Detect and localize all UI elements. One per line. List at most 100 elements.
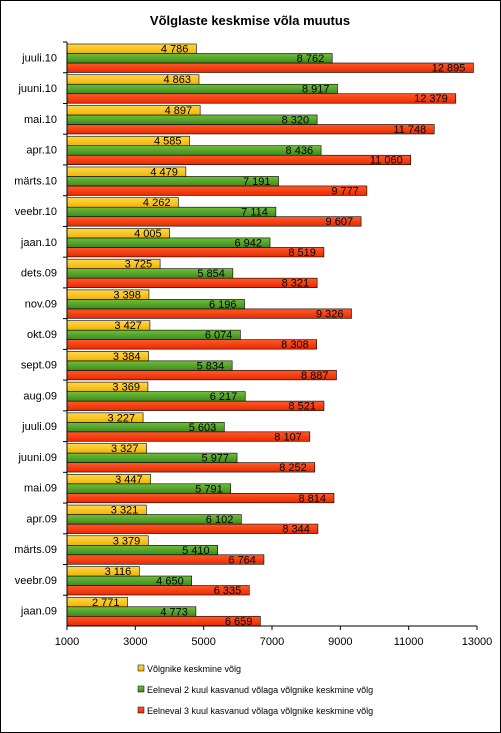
bar-red-juuni.10: [66, 93, 457, 104]
data-label-red-apr.09: 8 344: [282, 524, 310, 536]
y-tick-label-okt.09: okt.09: [27, 329, 57, 341]
y-tick-label-juuli.10: juuli.10: [21, 52, 57, 64]
y-tick-label-apr.09: apr.09: [26, 513, 57, 525]
data-label-green-veebr.09: 4 650: [156, 576, 184, 588]
data-label-yellow-veebr.10: 4 262: [143, 197, 171, 209]
data-label-red-märts.09: 6 764: [228, 554, 256, 566]
data-label-green-sept.09: 5 834: [197, 360, 225, 372]
data-label-red-apr.10: 11 060: [370, 155, 403, 167]
y-tick-label-jaan.09: jaan.09: [20, 606, 57, 618]
y-tick-label-juuli.09: juuli.09: [21, 421, 57, 433]
y-tick-label-nov.09: nov.09: [25, 298, 57, 310]
legend-swatch-red: [137, 706, 145, 714]
chart-title: Võlglaste keskmise võla muutus: [150, 13, 350, 28]
bar-red-mai.10: [66, 124, 435, 135]
data-label-yellow-okt.09: 3 427: [114, 320, 142, 332]
data-label-green-okt.09: 6 074: [205, 330, 233, 342]
bar-red-märts.10: [66, 185, 368, 196]
legend: Võlgnike keskmine võlg Eelneval 2 kuul ka…: [137, 664, 373, 716]
legend-swatch-green: [137, 685, 145, 693]
data-label-yellow-jaan.09: 2 771: [92, 597, 120, 609]
data-label-yellow-dets.09: 3 725: [125, 259, 153, 271]
data-label-red-mai.10: 11 748: [393, 124, 426, 136]
data-label-green-juuni.10: 8 917: [302, 84, 330, 96]
y-tick-label-jaan.10: jaan.10: [20, 237, 57, 249]
x-tick-label-7000: 7000: [260, 636, 284, 648]
x-tick-label-13000: 13000: [462, 636, 493, 648]
data-label-red-veebr.10: 9 607: [326, 216, 354, 228]
data-label-yellow-mai.10: 4 897: [165, 105, 193, 117]
data-label-yellow-nov.09: 3 398: [113, 289, 141, 301]
data-label-green-aug.09: 6 217: [210, 391, 238, 403]
y-tick-label-märts.10: märts.10: [14, 175, 57, 187]
data-label-red-aug.09: 8 521: [288, 401, 316, 413]
bar-red-veebr.10: [66, 216, 362, 227]
bar-red-dets.09: [66, 277, 318, 288]
data-label-red-märts.10: 9 777: [331, 185, 359, 197]
data-label-green-jaan.09: 4 773: [160, 606, 188, 618]
x-tick-label-11000: 11000: [394, 636, 424, 648]
data-label-green-veebr.10: 7 114: [241, 207, 268, 219]
legend-label-yellow: Võlgnike keskmine võlg: [147, 664, 241, 674]
data-label-red-juuni.10: 12 379: [414, 93, 448, 105]
legend-swatch-yellow: [137, 664, 145, 672]
data-label-green-nov.09: 6 196: [209, 299, 237, 311]
bar-red-jaan.10: [66, 247, 325, 258]
bar-green-juuli.10: [66, 53, 333, 64]
bar-red-juuni.09: [66, 462, 316, 473]
data-label-green-märts.09: 5 410: [182, 545, 210, 557]
plot-area: 6 659 4 773 2 771 jaan.09 6 335 4 650 3 116 vee…: [14, 41, 493, 648]
y-tick-label-aug.09: aug.09: [23, 390, 57, 402]
bar-red-juuli.10: [66, 62, 474, 73]
y-tick-label-sept.09: sept.09: [21, 360, 57, 372]
data-label-red-mai.09: 8 814: [298, 493, 326, 505]
data-label-red-juuli.09: 8 107: [274, 431, 302, 443]
y-tick-label-veebr.09: veebr.09: [15, 575, 57, 587]
x-tick-label-3000: 3000: [123, 636, 147, 648]
data-label-yellow-märts.09: 3 379: [113, 535, 141, 547]
data-label-red-jaan.10: 8 519: [288, 247, 316, 259]
data-label-red-jaan.09: 6 659: [225, 616, 253, 628]
data-label-green-dets.09: 5 854: [197, 268, 225, 280]
data-label-yellow-sept.09: 3 384: [113, 351, 141, 363]
data-label-yellow-aug.09: 3 369: [112, 382, 140, 394]
bar-red-okt.09: [66, 339, 317, 350]
data-label-red-juuni.09: 8 252: [279, 462, 307, 474]
data-label-yellow-apr.10: 4 585: [154, 136, 182, 148]
data-label-yellow-apr.09: 3 321: [111, 505, 139, 517]
x-tick-label-1000: 1000: [55, 636, 79, 648]
data-label-red-dets.09: 8 321: [282, 278, 310, 290]
data-label-red-okt.09: 8 308: [281, 339, 309, 351]
data-label-green-märts.10: 7 191: [243, 176, 271, 188]
data-label-green-apr.09: 6 102: [206, 514, 234, 526]
y-tick-label-märts.09: märts.09: [14, 544, 57, 556]
y-tick-label-juuni.09: juuni.09: [17, 452, 57, 464]
bar-green-juuni.10: [66, 83, 338, 95]
data-label-green-juuli.10: 8 762: [297, 53, 325, 65]
y-tick-label-mai.09: mai.09: [24, 483, 57, 495]
data-label-yellow-jaan.10: 4 005: [134, 228, 162, 240]
data-label-red-nov.09: 9 326: [316, 308, 344, 320]
y-tick-label-juuni.10: juuni.10: [17, 83, 57, 95]
data-label-yellow-mai.09: 3 447: [115, 474, 143, 486]
data-label-yellow-juuli.09: 3 227: [108, 412, 136, 424]
data-label-green-jaan.10: 6 942: [234, 237, 262, 249]
data-label-yellow-märts.10: 4 479: [150, 166, 178, 178]
data-label-yellow-juuli.10: 4 786: [161, 44, 189, 56]
data-label-green-apr.10: 8 436: [286, 145, 314, 157]
x-tick-label-9000: 9000: [328, 636, 352, 648]
y-tick-label-mai.10: mai.10: [24, 114, 57, 126]
bar-red-aug.09: [66, 400, 325, 411]
bar-red-apr.09: [66, 523, 319, 534]
data-label-red-sept.09: 8 887: [301, 370, 329, 382]
data-label-green-juuli.09: 5 603: [189, 422, 217, 434]
bar-green-apr.10: [66, 145, 322, 156]
y-tick-label-dets.09: dets.09: [21, 268, 57, 280]
data-label-yellow-veebr.09: 3 116: [105, 566, 132, 578]
data-label-green-mai.10: 8 320: [282, 114, 310, 126]
y-tick-label-veebr.10: veebr.10: [15, 206, 57, 218]
data-label-green-juuni.09: 5 977: [202, 453, 230, 465]
bar-red-apr.10: [66, 154, 412, 166]
data-label-yellow-juuni.10: 4 863: [163, 74, 191, 86]
